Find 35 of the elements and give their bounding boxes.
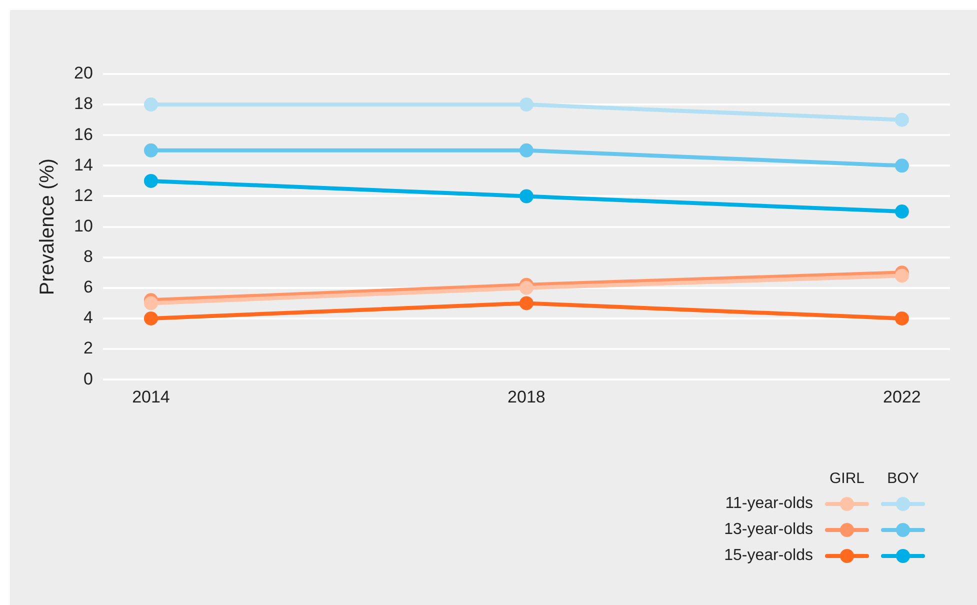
text: GIRL — [828, 470, 866, 487]
point — [144, 296, 158, 310]
y-tick-label: 6 — [83, 278, 93, 297]
text: BOY — [886, 470, 920, 487]
x-tick-label: 2014 — [132, 387, 170, 406]
point — [144, 143, 158, 158]
point — [519, 189, 534, 204]
point — [144, 98, 158, 112]
y-tick-label: 4 — [83, 308, 93, 328]
point — [894, 112, 909, 127]
y-tick-label: 20 — [74, 64, 93, 83]
point — [519, 296, 534, 310]
point — [894, 158, 909, 173]
y-tick-label: 8 — [83, 247, 93, 266]
point — [894, 268, 909, 283]
point — [894, 204, 909, 219]
legend-label: 15-year-olds — [724, 547, 813, 565]
y-tick-label: 2 — [83, 338, 93, 358]
x-tick-label: 2018 — [508, 387, 546, 406]
y-tick-label: 12 — [74, 186, 93, 205]
point — [144, 174, 158, 188]
point — [519, 280, 534, 295]
x-tick-label: 2022 — [883, 387, 921, 406]
y-tick-label: 0 — [83, 369, 93, 388]
y-tick-label: 18 — [74, 94, 93, 114]
y-tick-label: 16 — [74, 124, 93, 144]
y-tick-label: 14 — [74, 155, 93, 174]
point — [894, 311, 909, 326]
legend-label: 11-year-olds — [724, 495, 813, 513]
y-axis-title: Prevalence (%) — [36, 158, 59, 296]
point — [519, 98, 534, 112]
point — [519, 143, 534, 158]
point — [144, 311, 158, 326]
legend-label: 13-year-olds — [724, 521, 813, 539]
y-tick-label: 10 — [74, 216, 93, 236]
